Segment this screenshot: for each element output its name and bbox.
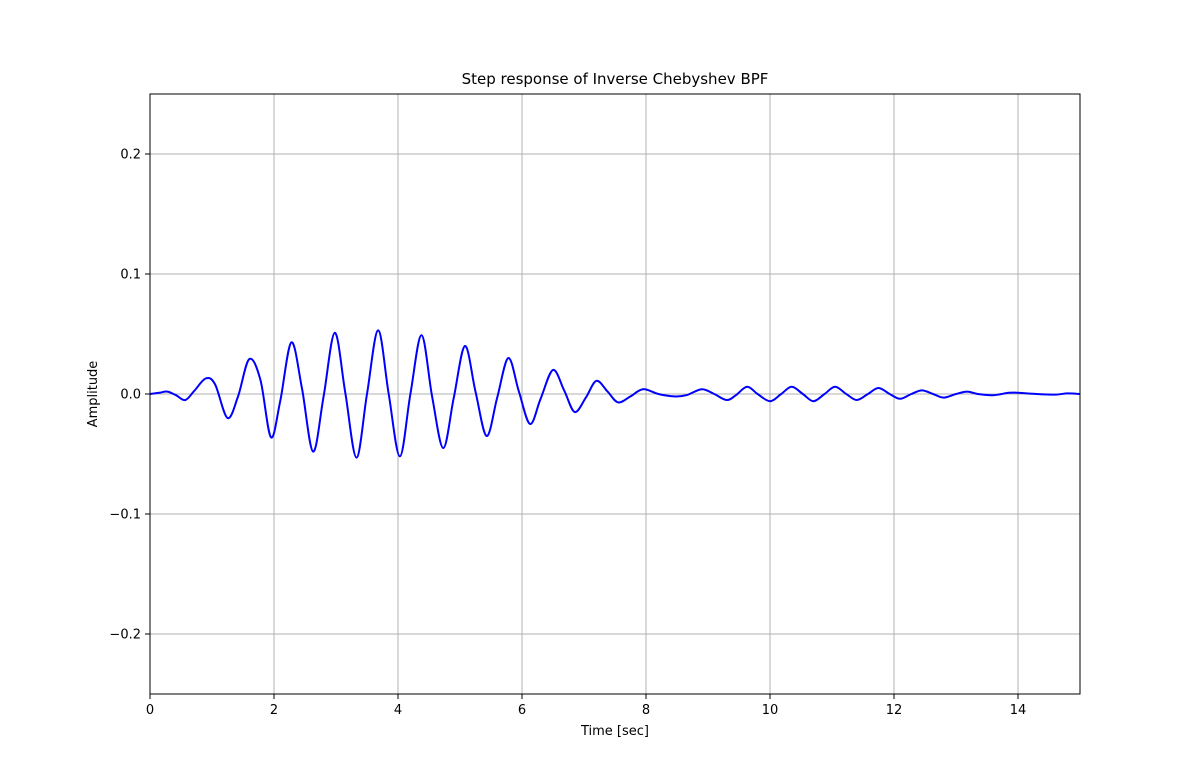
x-tick-label: 10 (762, 703, 779, 718)
x-tick-label: 6 (518, 703, 526, 718)
y-tick-label: 0.2 (120, 148, 141, 163)
x-tick-label: 2 (270, 703, 278, 718)
chart-title: Step response of Inverse Chebyshev BPF (462, 70, 769, 88)
y-tick-label: −0.2 (109, 628, 141, 643)
y-tick-label: 0.1 (120, 268, 141, 283)
x-tick-label: 14 (1010, 703, 1027, 718)
axis-ticks: 0 2 4 6 8 10 12 14 −0.2 −0.1 0.0 0.1 0.2 (109, 148, 1026, 719)
x-tick-label: 8 (642, 703, 650, 718)
x-tick-label: 4 (394, 703, 402, 718)
x-tick-label: 12 (886, 703, 903, 718)
series-layer (149, 329, 1081, 459)
grid (149, 94, 1080, 694)
x-tick-label: 0 (146, 703, 154, 718)
series-line (149, 329, 1081, 459)
y-axis-label: Amplitude (86, 361, 101, 428)
y-tick-label: −0.1 (109, 508, 141, 523)
x-axis-label: Time [sec] (580, 724, 649, 739)
y-tick-label: 0.0 (120, 388, 141, 403)
